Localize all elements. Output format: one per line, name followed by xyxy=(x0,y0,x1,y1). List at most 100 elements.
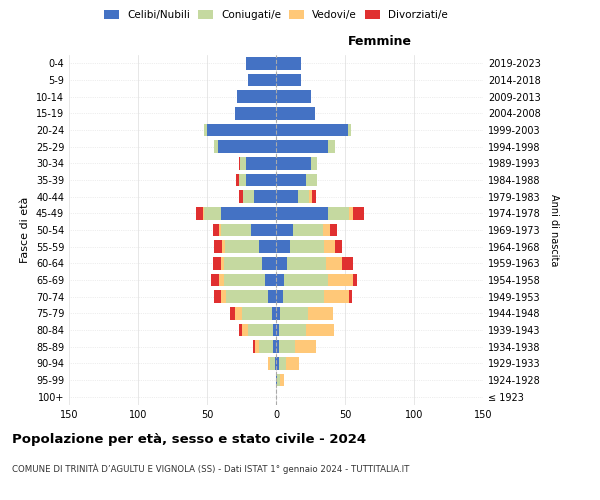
Bar xyxy=(312,190,316,203)
Bar xyxy=(307,324,334,336)
Bar xyxy=(221,207,276,220)
Bar xyxy=(211,274,220,286)
Bar xyxy=(328,140,335,153)
Bar xyxy=(276,374,277,386)
Bar xyxy=(220,224,221,236)
Bar xyxy=(235,307,241,320)
Bar xyxy=(224,274,265,286)
Bar xyxy=(290,240,325,253)
Bar xyxy=(276,90,311,103)
Bar xyxy=(325,240,335,253)
Bar xyxy=(326,257,342,270)
Bar xyxy=(276,107,314,120)
Bar xyxy=(325,290,349,303)
Bar xyxy=(276,324,279,336)
Bar xyxy=(276,340,279,353)
Bar xyxy=(196,207,203,220)
Bar xyxy=(243,190,254,203)
Bar xyxy=(241,324,248,336)
Bar xyxy=(311,157,317,170)
Bar xyxy=(276,224,293,236)
Bar xyxy=(235,107,276,120)
Bar xyxy=(283,290,324,303)
Bar xyxy=(241,307,272,320)
Bar xyxy=(214,290,221,303)
Bar xyxy=(212,224,220,236)
Bar xyxy=(272,307,276,320)
Bar xyxy=(214,240,222,253)
Bar xyxy=(218,140,276,153)
Bar xyxy=(335,240,342,253)
Bar xyxy=(275,357,276,370)
Bar xyxy=(226,290,268,303)
Bar xyxy=(248,74,276,86)
Bar xyxy=(238,90,276,103)
Bar xyxy=(328,207,349,220)
Bar xyxy=(221,257,224,270)
Bar xyxy=(353,274,358,286)
Bar xyxy=(279,357,286,370)
Bar xyxy=(253,340,256,353)
Bar xyxy=(342,257,353,270)
Bar xyxy=(220,274,224,286)
Bar xyxy=(221,224,251,236)
Bar xyxy=(225,240,259,253)
Bar xyxy=(276,290,283,303)
Bar xyxy=(239,157,240,170)
Bar xyxy=(245,174,276,186)
Bar xyxy=(276,274,284,286)
Bar xyxy=(276,207,328,220)
Bar xyxy=(308,307,332,320)
Bar xyxy=(279,340,295,353)
Bar xyxy=(280,374,284,386)
Y-axis label: Fasce di età: Fasce di età xyxy=(20,197,30,263)
Bar xyxy=(309,190,312,203)
Bar xyxy=(214,140,218,153)
Bar xyxy=(240,157,245,170)
Bar xyxy=(239,190,243,203)
Bar xyxy=(203,207,204,220)
Bar xyxy=(277,374,280,386)
Bar xyxy=(276,307,280,320)
Bar xyxy=(265,274,276,286)
Bar xyxy=(276,257,287,270)
Text: Popolazione per età, sesso e stato civile - 2024: Popolazione per età, sesso e stato civil… xyxy=(12,432,366,446)
Bar xyxy=(262,257,276,270)
Bar xyxy=(349,207,353,220)
Bar xyxy=(259,340,273,353)
Text: Femmine: Femmine xyxy=(347,35,412,48)
Text: COMUNE DI TRINITÀ D’AGULTU E VIGNOLA (SS) - Dati ISTAT 1° gennaio 2024 - TUTTITA: COMUNE DI TRINITÀ D’AGULTU E VIGNOLA (SS… xyxy=(12,464,409,474)
Bar xyxy=(259,240,276,253)
Bar xyxy=(224,257,262,270)
Bar xyxy=(330,224,337,236)
Bar xyxy=(251,224,276,236)
Bar xyxy=(323,224,330,236)
Bar xyxy=(248,324,273,336)
Bar xyxy=(276,57,301,70)
Bar xyxy=(239,324,241,336)
Bar xyxy=(276,190,298,203)
Bar xyxy=(328,274,353,286)
Bar xyxy=(353,207,364,220)
Bar xyxy=(245,157,276,170)
Bar xyxy=(276,124,348,136)
Bar xyxy=(273,324,276,336)
Bar xyxy=(348,124,350,136)
Bar xyxy=(276,74,301,86)
Bar xyxy=(222,240,225,253)
Legend: Celibi/Nubili, Coniugati/e, Vedovi/e, Divorziati/e: Celibi/Nubili, Coniugati/e, Vedovi/e, Di… xyxy=(102,8,450,22)
Bar xyxy=(254,190,276,203)
Bar xyxy=(204,207,221,220)
Y-axis label: Anni di nascita: Anni di nascita xyxy=(549,194,559,266)
Bar xyxy=(221,290,226,303)
Bar xyxy=(230,307,235,320)
Bar xyxy=(212,257,221,270)
Bar xyxy=(298,190,309,203)
Bar xyxy=(293,224,323,236)
Bar xyxy=(276,357,279,370)
Bar xyxy=(236,174,239,186)
Bar xyxy=(276,240,290,253)
Bar xyxy=(256,340,259,353)
Bar xyxy=(349,290,352,303)
Bar xyxy=(268,290,276,303)
